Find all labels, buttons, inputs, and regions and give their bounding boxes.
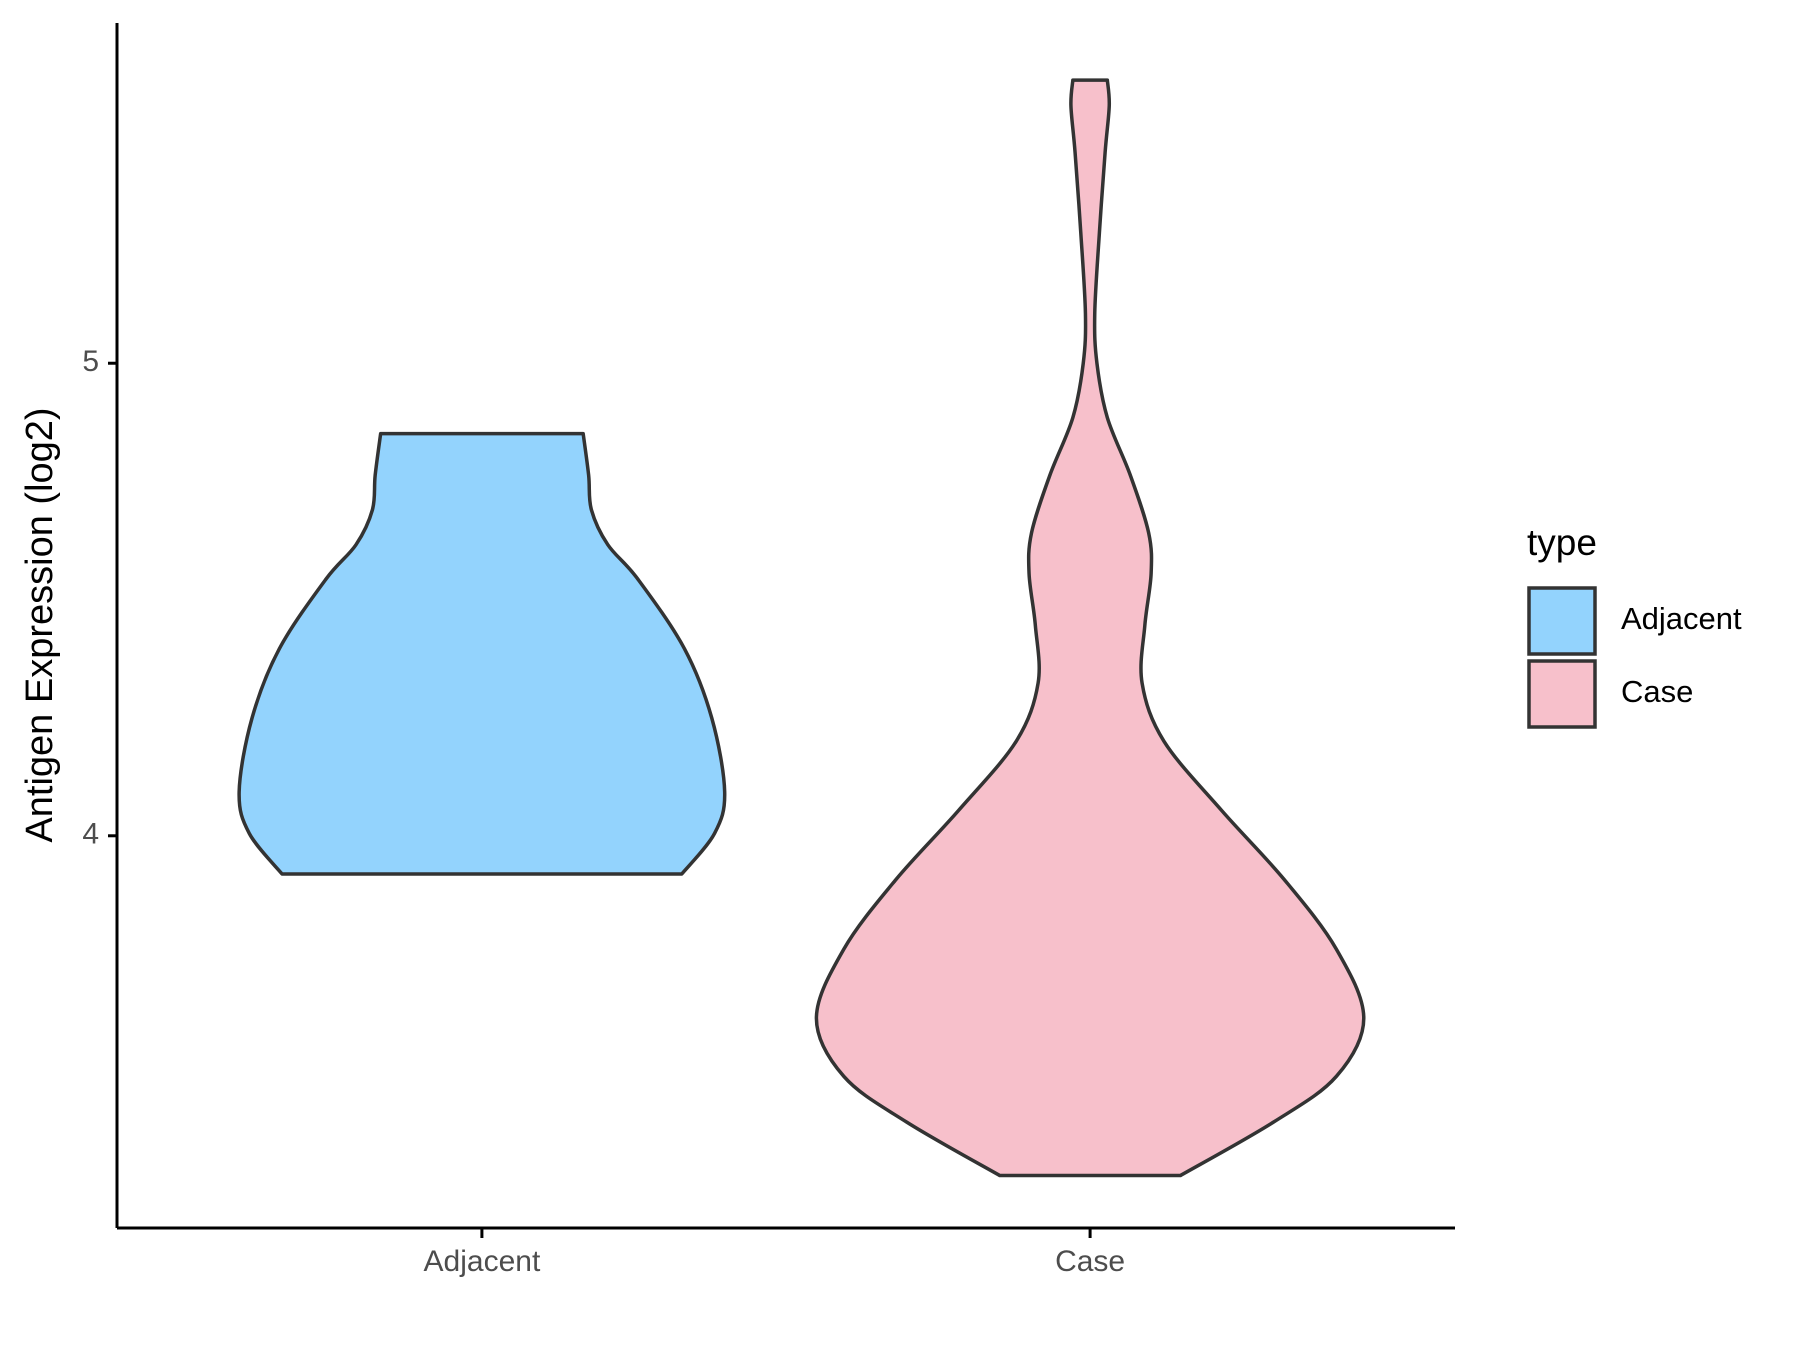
legend-title: type [1527, 522, 1597, 563]
legend-key [1527, 586, 1597, 656]
legend-label: Adjacent [1621, 601, 1742, 636]
y-tick-label: 4 [82, 818, 99, 851]
legend-key [1527, 659, 1597, 729]
x-tick-label: Case [1055, 1245, 1125, 1278]
x-tick-label: Adjacent [424, 1245, 541, 1278]
y-axis-title: Antigen Expression (log2) [19, 407, 61, 842]
violin [237, 431, 727, 876]
y-tick-label: 5 [82, 345, 99, 378]
legend-label: Case [1621, 674, 1693, 709]
violin [814, 78, 1366, 1178]
